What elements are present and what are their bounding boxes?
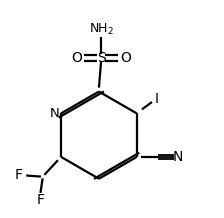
Text: O: O — [120, 51, 131, 65]
Text: NH$_2$: NH$_2$ — [89, 22, 114, 37]
Text: O: O — [71, 51, 82, 65]
Text: S: S — [97, 51, 106, 65]
Text: F: F — [15, 169, 23, 182]
Text: N: N — [49, 107, 59, 120]
Text: I: I — [155, 92, 159, 106]
Text: N: N — [172, 150, 183, 164]
Text: F: F — [37, 193, 44, 207]
